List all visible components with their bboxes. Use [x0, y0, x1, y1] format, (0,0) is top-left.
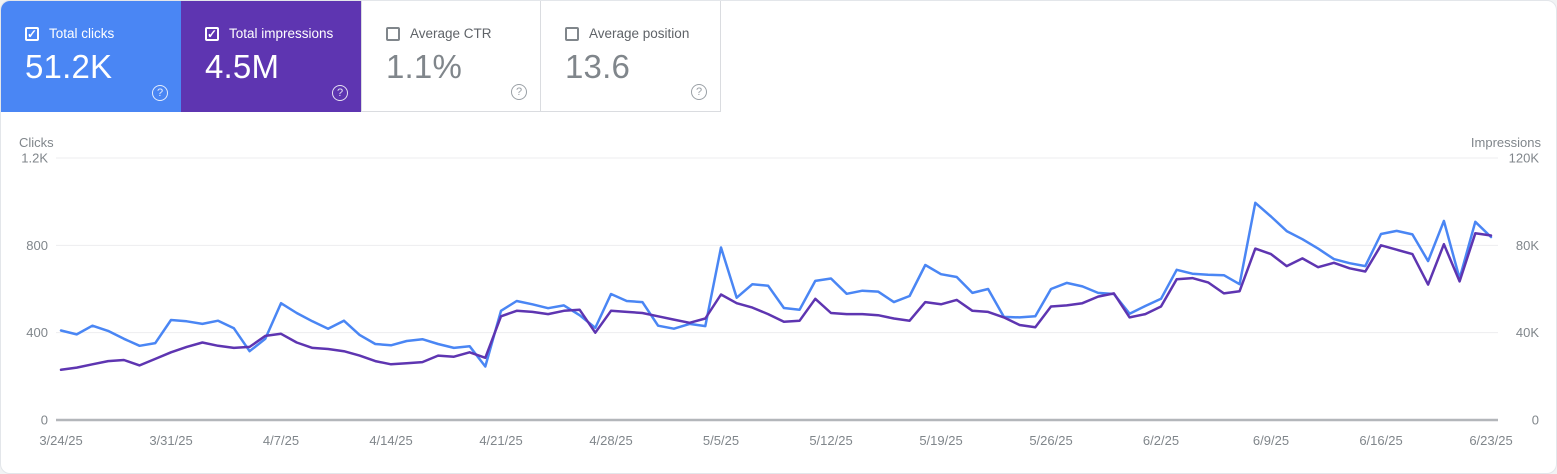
- x-axis-date-label: 5/12/25: [809, 433, 852, 448]
- right-axis-tick: 0: [1532, 413, 1539, 428]
- metric-value: 4.5M: [205, 48, 280, 85]
- impressions-series-line[interactable]: [59, 232, 1493, 372]
- help-icon[interactable]: ?: [152, 85, 168, 101]
- right-axis-tick: 40K: [1516, 325, 1539, 340]
- left-axis-tick: 400: [26, 325, 48, 340]
- right-axis-title: Impressions: [1471, 135, 1542, 150]
- metric-label: Total impressions: [229, 26, 334, 41]
- x-axis-date-label: 5/26/25: [1029, 433, 1072, 448]
- x-axis-date-label: 5/19/25: [919, 433, 962, 448]
- help-icon[interactable]: ?: [691, 84, 707, 100]
- help-icon[interactable]: ?: [511, 84, 527, 100]
- x-axis-date-label: 3/31/25: [149, 433, 192, 448]
- metric-label: Average position: [589, 26, 690, 41]
- metric-card-average-position[interactable]: Average position 13.6 ?: [541, 1, 721, 112]
- checkbox-checked-icon[interactable]: ✓: [205, 26, 219, 41]
- checkbox-unchecked-icon[interactable]: [386, 26, 400, 41]
- left-axis-tick: 0: [41, 413, 48, 428]
- x-axis-date-label: 3/24/25: [39, 433, 82, 448]
- metric-value: 51.2K: [25, 48, 113, 85]
- clicks-series-line[interactable]: [59, 201, 1493, 368]
- left-axis-tick: 800: [26, 238, 48, 253]
- x-axis-date-label: 5/5/25: [703, 433, 739, 448]
- x-axis-date-label: 4/7/25: [263, 433, 299, 448]
- x-axis-date-label: 4/21/25: [479, 433, 522, 448]
- metric-value: 1.1%: [386, 48, 463, 85]
- x-axis-date-label: 6/16/25: [1359, 433, 1402, 448]
- help-icon[interactable]: ?: [332, 85, 348, 101]
- x-axis-date-label: 6/2/25: [1143, 433, 1179, 448]
- metric-label: Total clicks: [49, 26, 115, 41]
- metric-value: 13.6: [565, 48, 631, 85]
- metric-card-total-impressions[interactable]: ✓ Total impressions 4.5M ?: [181, 1, 361, 112]
- metric-card-total-clicks[interactable]: ✓ Total clicks 51.2K ?: [1, 1, 181, 112]
- x-axis-date-label: 4/28/25: [589, 433, 632, 448]
- left-axis-title: Clicks: [19, 135, 54, 150]
- metric-card-average-ctr[interactable]: Average CTR 1.1% ?: [361, 1, 541, 112]
- x-axis-date-label: 6/23/25: [1469, 433, 1512, 448]
- checkbox-checked-icon[interactable]: ✓: [25, 26, 39, 41]
- right-axis-tick: 80K: [1516, 238, 1539, 253]
- right-axis-tick: 120K: [1509, 151, 1540, 166]
- checkbox-unchecked-icon[interactable]: [565, 26, 579, 41]
- x-axis-date-label: 4/14/25: [369, 433, 412, 448]
- metric-label: Average CTR: [410, 26, 492, 41]
- metric-cards-row: ✓ Total clicks 51.2K ? ✓ Total impressio…: [1, 1, 721, 112]
- left-axis-tick: 1.2K: [21, 151, 48, 166]
- x-axis-date-label: 6/9/25: [1253, 433, 1289, 448]
